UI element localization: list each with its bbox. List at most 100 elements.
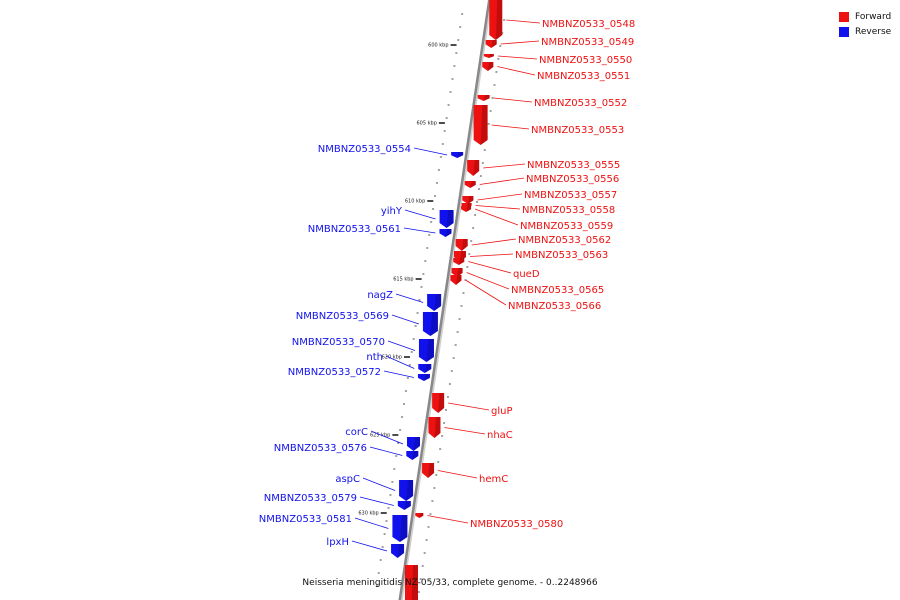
genome-caption: Neisseria meningitidis NZ-05/33, complet… xyxy=(302,578,598,588)
forward-leader-hemc xyxy=(437,470,478,479)
reverse-label-nmbnz0533-0554: NMBNZ0533_0554 xyxy=(318,144,411,155)
reverse-gene-nmbnz0533-0572 xyxy=(417,374,430,381)
forward-label-nmbnz0533-0550: NMBNZ0533_0550 xyxy=(539,55,632,66)
forward-gene-glup-body xyxy=(432,393,445,413)
legend-reverse-label: Reverse xyxy=(855,26,892,37)
reverse-gene-nmbnz0533-0554-shade xyxy=(457,152,464,158)
reverse-gene-nmbnz0533-0554 xyxy=(451,152,464,158)
reverse-gene-yihy-shade xyxy=(446,210,454,228)
reverse-gene-nmbnz0533-0579 xyxy=(397,501,411,510)
forward-gene-qued-body xyxy=(453,258,465,265)
reverse-label-nmbnz0533-0569: NMBNZ0533_0569 xyxy=(296,311,389,322)
forward-gene-nmbnz0533-0556 xyxy=(464,181,476,188)
forward-gene-nmbnz0533-0550-shade xyxy=(488,54,494,58)
legend: Forward Reverse xyxy=(839,9,891,39)
forward-gene-nmbnz0533-0559-shade xyxy=(466,206,472,212)
forward-leader-nmbnz0533-0551 xyxy=(497,66,536,76)
reverse-label-aspc: aspC xyxy=(335,474,360,485)
reverse-gene-nmbnz0533-0576-body xyxy=(406,451,419,460)
reverse-leader-nth xyxy=(385,355,415,369)
forward-gene-nmbnz0533-0565 xyxy=(451,268,463,277)
reverse-gene-nth xyxy=(418,364,432,373)
reverse-label-nmbnz0533-0561: NMBNZ0533_0561 xyxy=(308,224,401,235)
reverse-leader-nmbnz0533-0554 xyxy=(413,147,448,156)
reverse-label-nagz: nagZ xyxy=(367,290,393,301)
forward-label-nmbnz0533-0555: NMBNZ0533_0555 xyxy=(527,160,620,171)
reverse-label-nmbnz0533-0572: NMBNZ0533_0572 xyxy=(288,367,381,378)
forward-leader-qued xyxy=(468,261,512,274)
reverse-gene-nmbnz0533-0576-shade xyxy=(412,451,419,460)
reverse-gene-nmbnz0533-0561 xyxy=(439,229,452,237)
forward-swatch-icon xyxy=(839,11,849,22)
tick-label: 610 kbp xyxy=(405,199,425,205)
reverse-gene-nmbnz0533-0570-shade xyxy=(426,339,434,362)
reverse-leader-nagz xyxy=(395,293,424,303)
forward-label-hemc: hemC xyxy=(479,474,508,485)
forward-gene-glup xyxy=(432,393,445,413)
reverse-gene-aspc xyxy=(399,480,414,501)
forward-label-nmbnz0533-0558: NMBNZ0533_0558 xyxy=(522,205,615,216)
forward-leader-nmbnz0533-0550 xyxy=(497,55,538,60)
forward-gene-nmbnz0533-0580-shade xyxy=(419,513,424,518)
reverse-gene-yihy-body xyxy=(439,210,454,228)
forward-gene-nmbnz0533-0552-shade xyxy=(483,95,490,101)
tick-label: 615 kbp xyxy=(393,277,413,283)
reverse-leader-corc xyxy=(370,430,404,445)
reverse-leader-yihy xyxy=(404,209,436,220)
reverse-gene-nth-body xyxy=(418,364,432,373)
forward-gene-nmbnz0533-0556-body xyxy=(464,181,476,188)
forward-label-glup: gluP xyxy=(491,406,513,417)
reverse-label-nmbnz0533-0579: NMBNZ0533_0579 xyxy=(264,493,357,504)
forward-gene-nmbnz0533-0566-shade xyxy=(455,275,462,285)
forward-label-qued: queD xyxy=(513,269,540,280)
forward-gene-nmbnz0533-0550-body xyxy=(483,54,494,58)
reverse-gene-nmbnz0533-0581-shade xyxy=(399,515,408,542)
reverse-gene-corc-body xyxy=(407,437,421,451)
forward-gene-nmbnz0533-0557 xyxy=(462,196,474,204)
forward-gene-nmbnz0533-0551-shade xyxy=(487,62,494,71)
forward-leader-nmbnz0533-0548 xyxy=(506,19,541,24)
reverse-leader-nmbnz0533-0570 xyxy=(387,340,416,351)
forward-gene-nmbnz0533-0548-shade xyxy=(495,0,503,40)
forward-leader-nmbnz0533-0558 xyxy=(475,205,521,210)
forward-leader-glup xyxy=(448,402,490,411)
forward-leader-nmbnz0533-0566 xyxy=(465,279,507,306)
reverse-label-nmbnz0533-0576: NMBNZ0533_0576 xyxy=(274,443,367,454)
forward-gene-nmbnz0533-0580-body xyxy=(415,513,424,518)
forward-gene-nmbnz0533-0549 xyxy=(485,40,497,48)
reverse-leader-nmbnz0533-0576 xyxy=(369,446,403,456)
forward-leader-nmbnz0533-0552 xyxy=(493,97,533,103)
reverse-leader-nmbnz0533-0561 xyxy=(403,227,436,234)
backbone-line xyxy=(398,0,491,600)
forward-label-nmbnz0533-0580: NMBNZ0533_0580 xyxy=(470,519,563,530)
forward-leader-nmbnz0533-0549 xyxy=(500,40,540,45)
forward-gene-nmbnz0533-0553-shade xyxy=(480,105,488,145)
reverse-gene-nmbnz0533-0579-body xyxy=(397,501,411,510)
forward-gene-hemc-body xyxy=(422,463,435,478)
reverse-gene-nmbnz0533-0561-body xyxy=(439,229,452,237)
reverse-gene-nmbnz0533-0570-body xyxy=(418,339,434,362)
forward-label-nmbnz0533-0566: NMBNZ0533_0566 xyxy=(508,301,601,312)
reverse-label-nmbnz0533-0581: NMBNZ0533_0581 xyxy=(259,514,352,525)
forward-label-nmbnz0533-0559: NMBNZ0533_0559 xyxy=(520,221,613,232)
tick-label: 630 kbp xyxy=(358,511,378,517)
reverse-gene-lpxh-body xyxy=(391,544,405,558)
forward-leader-nmbnz0533-0553 xyxy=(491,124,530,130)
reverse-label-nmbnz0533-0570: NMBNZ0533_0570 xyxy=(292,337,385,348)
reverse-gene-aspc-body xyxy=(399,480,414,501)
forward-label-nmbnz0533-0565: NMBNZ0533_0565 xyxy=(511,285,604,296)
forward-gene-nmbnz0533-0548 xyxy=(489,0,503,40)
forward-gene-nhac xyxy=(428,417,441,438)
forward-gene-hemc-shade xyxy=(428,463,435,478)
forward-label-nhac: nhaC xyxy=(487,430,513,441)
forward-gene-nhac-body xyxy=(428,417,441,438)
forward-gene-partial-body xyxy=(404,565,418,600)
reverse-gene-lpxh-shade xyxy=(397,544,405,558)
forward-label-nmbnz0533-0549: NMBNZ0533_0549 xyxy=(541,37,634,48)
forward-gene-nmbnz0533-0559-body xyxy=(461,206,472,212)
reverse-gene-nagz xyxy=(427,294,442,311)
reverse-gene-nmbnz0533-0554-body xyxy=(451,152,464,158)
reverse-leader-nmbnz0533-0569 xyxy=(391,314,420,325)
forward-gene-partial xyxy=(404,565,418,600)
legend-forward-label: Forward xyxy=(855,11,892,22)
